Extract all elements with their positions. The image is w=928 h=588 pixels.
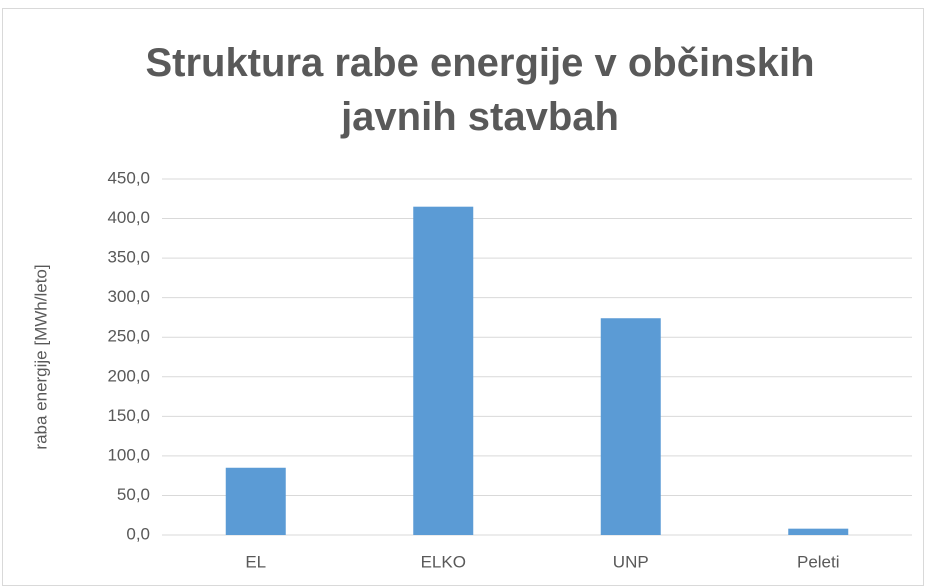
bar: [413, 206, 474, 535]
x-tick-label: Peleti: [797, 552, 840, 571]
x-tick-label: UNP: [613, 552, 649, 571]
bar: [225, 467, 286, 535]
y-tick-label: 200,0: [107, 366, 150, 385]
y-tick-label: 50,0: [117, 485, 150, 504]
bar: [600, 318, 661, 535]
y-tick-label: 400,0: [107, 208, 150, 227]
y-tick-label: 100,0: [107, 445, 150, 464]
x-tick-label: EL: [245, 552, 266, 571]
y-tick-label: 250,0: [107, 327, 150, 346]
y-tick-label: 300,0: [107, 287, 150, 306]
x-tick-label: ELKO: [421, 552, 466, 571]
y-tick-label: 350,0: [107, 248, 150, 267]
chart-title: Struktura rabe energije v občinskih javn…: [145, 41, 815, 139]
y-tick-label: 450,0: [107, 168, 150, 187]
bar: [788, 528, 849, 535]
y-tick-label: 150,0: [107, 406, 150, 425]
chart-frame: [2, 8, 924, 586]
y-tick-label: 0,0: [126, 524, 150, 543]
y-axis-label: raba energije [MWh/leto]: [31, 264, 50, 449]
